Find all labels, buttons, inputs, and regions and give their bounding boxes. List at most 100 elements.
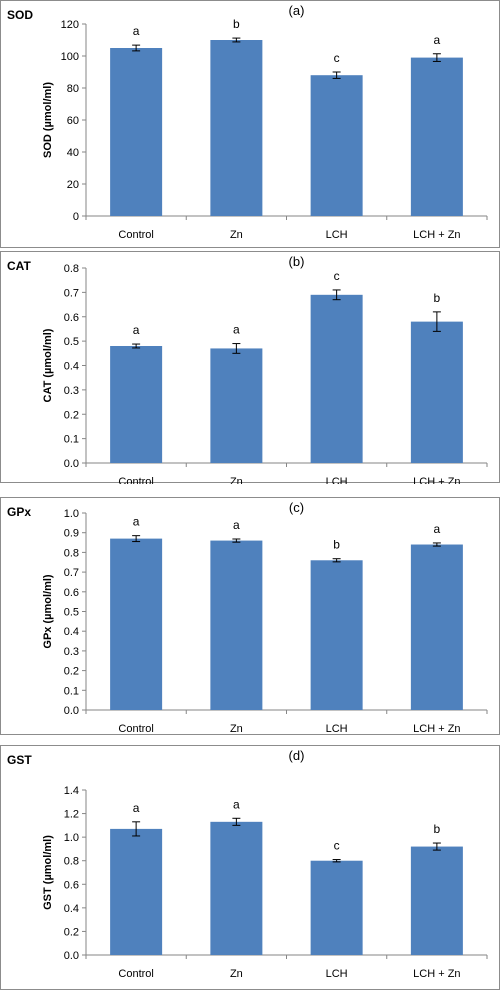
corner-label: CAT xyxy=(7,259,31,273)
significance-label: a xyxy=(233,323,240,337)
x-tick-label: Control xyxy=(118,723,153,735)
bar xyxy=(410,846,463,955)
x-tick-label: Control xyxy=(118,229,153,241)
corner-label: GST xyxy=(7,753,32,767)
panel-label: (b) xyxy=(289,254,305,269)
y-tick-label: 40 xyxy=(67,147,79,159)
chart-svg-a: SOD (a) SOD (µmol/ml) 0 20 40 60 80 100 120 a Contr… xyxy=(7,3,488,241)
y-tick-label: 0.5 xyxy=(64,607,79,619)
bar xyxy=(110,48,163,216)
y-tick-label: 0.6 xyxy=(64,312,79,324)
y-tick-label: 0.4 xyxy=(64,361,79,373)
y-tick-label: 1.0 xyxy=(64,508,79,520)
x-tick-label: LCH xyxy=(326,229,348,241)
bar xyxy=(110,346,163,463)
significance-label: c xyxy=(334,839,340,853)
significance-label: a xyxy=(434,522,441,536)
y-tick-label: 0.2 xyxy=(64,926,79,938)
x-tick-label: Zn xyxy=(230,968,243,980)
y-tick-label: 0.8 xyxy=(64,856,79,868)
significance-label: a xyxy=(233,518,240,532)
y-tick-label: 0.0 xyxy=(64,705,79,717)
x-tick-label: LCH + Zn xyxy=(413,476,460,484)
significance-label: b xyxy=(233,17,240,31)
y-tick-label: 1.0 xyxy=(64,832,79,844)
y-tick-label: 1.2 xyxy=(64,809,79,821)
significance-label: a xyxy=(133,24,140,38)
x-tick-label: LCH xyxy=(326,968,348,980)
y-tick-label: 0.5 xyxy=(64,336,79,348)
y-tick-label: 0.2 xyxy=(64,666,79,678)
bar xyxy=(410,544,463,710)
y-tick-label: 0.0 xyxy=(64,950,79,962)
x-tick-label: LCH + Zn xyxy=(413,968,460,980)
x-tick-label: LCH + Zn xyxy=(413,229,460,241)
y-axis-label: GPx (µmol/ml) xyxy=(42,574,54,649)
significance-label: c xyxy=(334,51,340,65)
bar xyxy=(310,860,363,955)
y-tick-label: 0.7 xyxy=(64,287,79,299)
y-tick-label: 1.4 xyxy=(64,785,79,797)
bar xyxy=(410,57,463,216)
y-tick-label: 0.2 xyxy=(64,409,79,421)
y-tick-label: 0.8 xyxy=(64,547,79,559)
significance-label: c xyxy=(334,269,340,283)
y-tick-label: 0.6 xyxy=(64,879,79,891)
y-tick-label: 0.1 xyxy=(64,434,79,446)
x-tick-label: LCH xyxy=(326,723,348,735)
x-tick-label: LCH + Zn xyxy=(413,723,460,735)
chart-svg-d: GST (d) GST (µmol/ml) 0.0 0.2 0.4 0.6 0.8 1.0 1.2… xyxy=(7,748,488,980)
chart-panel-a: SOD (a) SOD (µmol/ml) 0 20 40 60 80 100 120 a Contr… xyxy=(0,0,500,248)
significance-label: a xyxy=(133,515,140,529)
panel-label: (a) xyxy=(289,3,305,18)
y-tick-label: 0.4 xyxy=(64,626,79,638)
y-tick-label: 0 xyxy=(73,211,79,223)
y-tick-label: 0.8 xyxy=(64,263,79,275)
y-axis-label: GST (µmol/ml) xyxy=(42,835,54,910)
x-tick-label: Zn xyxy=(230,476,243,484)
bar xyxy=(310,75,363,216)
panel-label: (d) xyxy=(289,748,305,763)
bar xyxy=(110,538,163,710)
panel-label: (c) xyxy=(289,500,304,515)
y-tick-label: 60 xyxy=(67,115,79,127)
corner-label: GPx xyxy=(7,505,31,519)
significance-label: b xyxy=(434,291,441,305)
x-tick-label: Zn xyxy=(230,723,243,735)
chart-panel-d: GST (d) GST (µmol/ml) 0.0 0.2 0.4 0.6 0.8 1.0 1.2… xyxy=(0,745,500,990)
y-tick-label: 0.6 xyxy=(64,587,79,599)
bar xyxy=(210,821,263,955)
y-tick-label: 100 xyxy=(61,51,79,63)
y-tick-label: 0.7 xyxy=(64,567,79,579)
bar xyxy=(210,540,263,710)
y-tick-label: 0.0 xyxy=(64,458,79,470)
significance-label: b xyxy=(434,822,441,836)
bar xyxy=(310,560,363,710)
y-axis-label: SOD (µmol/ml) xyxy=(42,82,54,158)
y-tick-label: 120 xyxy=(61,19,79,31)
chart-panel-b: CAT (b) CAT (µmol/ml) 0.0 0.1 0.2 0.3 0.4 0.5 0.6… xyxy=(0,251,500,484)
x-tick-label: Control xyxy=(118,968,153,980)
y-tick-label: 0.4 xyxy=(64,903,79,915)
y-tick-label: 20 xyxy=(67,179,79,191)
chart-svg-c: GPx (c) GPx (µmol/ml) 0.0 0.1 0.2 0.3 0.4 0.5 0.6… xyxy=(7,500,488,735)
chart-svg-b: CAT (b) CAT (µmol/ml) 0.0 0.1 0.2 0.3 0.4 0.5 0.6… xyxy=(7,254,488,484)
corner-label: SOD xyxy=(7,8,33,22)
y-tick-label: 0.3 xyxy=(64,385,79,397)
bar xyxy=(210,40,263,216)
bar xyxy=(310,294,363,463)
x-tick-label: Zn xyxy=(230,229,243,241)
significance-label: a xyxy=(133,323,140,337)
significance-label: a xyxy=(434,33,441,47)
significance-label: b xyxy=(333,538,340,552)
chart-panel-c: GPx (c) GPx (µmol/ml) 0.0 0.1 0.2 0.3 0.4 0.5 0.6… xyxy=(0,497,500,735)
significance-label: a xyxy=(233,797,240,811)
bar xyxy=(210,348,263,463)
y-tick-label: 0.3 xyxy=(64,646,79,658)
y-axis-label: CAT (µmol/ml) xyxy=(42,328,54,402)
x-tick-label: Control xyxy=(118,476,153,484)
bar xyxy=(410,321,463,463)
significance-label: a xyxy=(133,801,140,815)
y-tick-label: 80 xyxy=(67,83,79,95)
y-tick-label: 0.9 xyxy=(64,528,79,540)
